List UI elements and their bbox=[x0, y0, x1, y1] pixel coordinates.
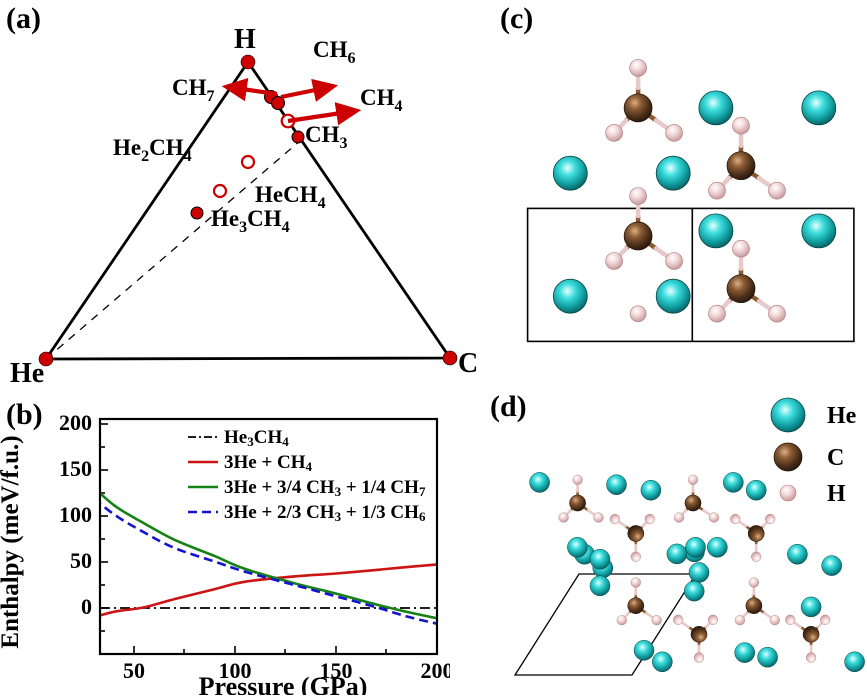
svg-text:200: 200 bbox=[59, 410, 92, 435]
svg-text:He3CH4: He3CH4 bbox=[224, 427, 289, 449]
svg-text:He: He bbox=[10, 358, 44, 389]
svg-text:Enthalpy (meV/f.u.): Enthalpy (meV/f.u.) bbox=[0, 435, 24, 648]
svg-text:50: 50 bbox=[123, 658, 145, 683]
svg-text:CH4: CH4 bbox=[360, 85, 403, 115]
svg-text:200: 200 bbox=[421, 658, 451, 683]
svg-text:C: C bbox=[458, 348, 478, 379]
svg-text:3He + 3/4 CH3 + 1/4 CH7: 3He + 3/4 CH3 + 1/4 CH7 bbox=[224, 477, 426, 499]
svg-text:3He + 2/3 CH3 + 1/3 CH6: 3He + 2/3 CH3 + 1/3 CH6 bbox=[224, 502, 426, 524]
svg-text:150: 150 bbox=[59, 456, 92, 481]
svg-text:Pressure (GPa): Pressure (GPa) bbox=[199, 672, 368, 695]
svg-text:H: H bbox=[827, 481, 846, 507]
svg-text:He: He bbox=[827, 403, 857, 429]
svg-text:H: H bbox=[234, 24, 256, 55]
svg-text:C: C bbox=[827, 445, 844, 471]
svg-text:CH7: CH7 bbox=[172, 75, 215, 105]
svg-text:0: 0 bbox=[81, 594, 92, 619]
svg-text:CH6: CH6 bbox=[313, 37, 356, 67]
svg-text:50: 50 bbox=[70, 548, 92, 573]
svg-text:100: 100 bbox=[59, 502, 92, 527]
svg-text:3He + CH4: 3He + CH4 bbox=[224, 452, 313, 474]
svg-text:He3CH4: He3CH4 bbox=[211, 206, 290, 236]
svg-text:CH3: CH3 bbox=[305, 122, 348, 152]
